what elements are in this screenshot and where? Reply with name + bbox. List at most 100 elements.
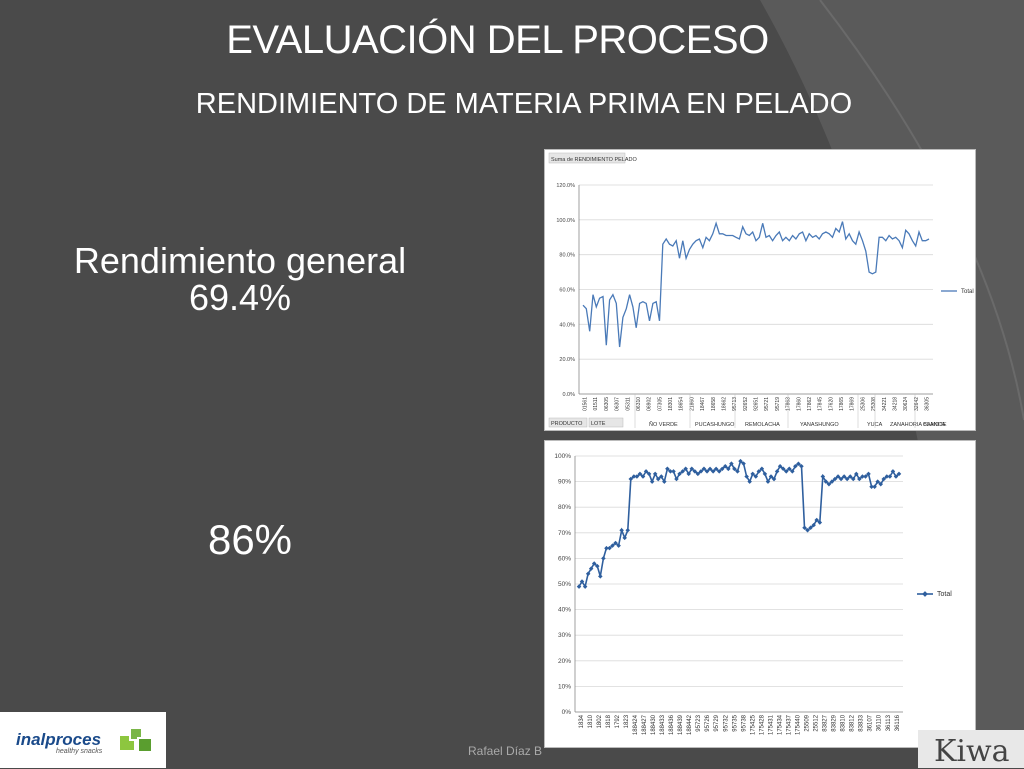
y-tick-label: 0.0%: [562, 392, 575, 398]
x-tick-label: 17865: [839, 397, 845, 411]
data-point: [582, 584, 588, 589]
logo-tagline: healthy snacks: [56, 748, 103, 755]
series-line-total: [578, 459, 900, 589]
data-point: [732, 466, 737, 472]
x-tick-label: 83833: [859, 714, 865, 731]
x-tick-label: 01561: [583, 397, 589, 411]
data-point: [832, 476, 838, 482]
y-tick-label: 20%: [558, 658, 571, 665]
data-point: [817, 520, 823, 525]
kiwa-logo-text: Kiwa: [934, 734, 1010, 769]
x-tick-label: 175425: [750, 714, 756, 735]
data-point: [649, 479, 655, 484]
x-tick-label: 30624: [903, 397, 909, 411]
x-tick-label: 83810: [841, 714, 847, 731]
data-point: [643, 469, 649, 474]
data-point: [604, 545, 609, 551]
field-button-label: LOTE: [591, 421, 606, 427]
x-tick-label: 21860: [689, 397, 695, 411]
x-tick-label: 188436: [669, 714, 675, 735]
data-point: [668, 469, 673, 474]
x-tick-label: 01511: [593, 397, 599, 411]
data-point: [838, 476, 844, 482]
chart-2-svg: 0%10%20%30%40%50%60%70%80%90%100%1834 181…: [554, 453, 952, 735]
data-point: [598, 574, 603, 579]
data-point: [826, 481, 832, 487]
x-tick-label: 175437: [787, 714, 793, 735]
x-tick-label: 17845: [818, 397, 824, 411]
x-tick-label: 92651: [754, 397, 760, 411]
x-tick-label: 06310: [636, 397, 642, 411]
x-tick-label: 32642: [914, 397, 920, 411]
y-tick-label: 30%: [558, 632, 571, 639]
data-point: [850, 476, 856, 482]
x-tick-label: 17862: [807, 397, 813, 411]
slide-subtitle: RENDIMIENTO DE MATERIA PRIMA EN PELADO: [195, 88, 853, 120]
data-point: [692, 469, 698, 474]
x-tick-label: 25308: [871, 397, 877, 411]
x-tick-label: 95729: [714, 714, 720, 731]
x-tick-label: 36116: [895, 714, 901, 731]
x-tick-label: 95735: [732, 714, 738, 731]
x-tick-label: 95726: [705, 714, 711, 731]
x-tick-label: 06307: [615, 397, 621, 411]
data-point: [719, 466, 725, 472]
x-tick-label: 18467: [700, 397, 706, 411]
data-point: [674, 476, 679, 482]
x-tick-label: 07305: [657, 397, 663, 411]
legend-label: Total: [937, 591, 952, 598]
x-tick-label: 17860: [796, 397, 802, 411]
x-tick-label: 188427: [642, 714, 648, 735]
chart-1-svg: 0.0% 20.0% 40.0% 60.0% 80.0% 100.0% 120.0% 0156…: [548, 152, 974, 428]
footer-author: Rafael Díaz B: [468, 744, 543, 758]
data-point: [890, 469, 896, 474]
y-tick-label: 100%: [554, 453, 571, 460]
data-point: [588, 566, 594, 571]
data-point: [811, 522, 816, 528]
field-button-lote: [588, 417, 624, 428]
x-tick-label: 188433: [660, 714, 666, 735]
chart-rendimiento-pelado: 0.0% 20.0% 40.0% 60.0% 80.0% 100.0% 120.0% 0156…: [544, 149, 976, 431]
x-tick-label: 83829: [832, 714, 838, 731]
x-tick-label: 36110: [877, 714, 883, 731]
group-label: ÑO VERDE: [649, 421, 678, 428]
data-point: [866, 471, 871, 477]
y-tick-label: 90%: [558, 479, 571, 486]
x-tick-label: 34218: [892, 397, 898, 411]
x-tick-label: 188424: [633, 714, 639, 735]
y-tick-label: 80.0%: [559, 253, 575, 259]
data-point: [756, 469, 762, 474]
x-tick-label: 1818: [606, 714, 612, 728]
y-tick-label: 100.0%: [556, 218, 575, 224]
chart-title: Suma de RENDIMIENTO PELADO: [551, 157, 638, 163]
inalproces-logo: inalproces healthy snacks: [0, 712, 166, 768]
x-tick-label: 175431: [768, 714, 774, 735]
x-tick-label: 36113: [886, 714, 892, 731]
x-tick-label: 188439: [678, 714, 684, 735]
y-tick-label: 10%: [558, 683, 571, 690]
data-point: [622, 535, 627, 541]
x-tick-label: 95719: [775, 397, 781, 411]
y-tick-label: 60%: [558, 555, 571, 562]
x-tick-label: 1834: [579, 714, 585, 728]
y-tick-label: 40%: [558, 607, 571, 614]
x-tick-label: 05311: [625, 397, 631, 411]
x-tick-label: 25512: [814, 714, 820, 731]
kiwa-logo: Kiwa: [918, 730, 1024, 769]
x-tick-label: 25509: [805, 714, 811, 731]
data-point: [857, 476, 862, 482]
x-tick-label: 34221: [882, 397, 888, 411]
logo-name: inalproces: [16, 730, 102, 749]
x-tick-label: 1823: [624, 714, 630, 728]
chart-title-button: [548, 152, 626, 164]
x-tick-label: 18662: [721, 397, 727, 411]
logo-squares-icon: [120, 727, 153, 753]
x-tick-label: 18654: [679, 397, 685, 411]
data-point: [893, 474, 899, 479]
y-tick-label: 0%: [562, 709, 572, 716]
chart-rendimiento-lotes: 0% 10% 20% 30% 40% 50% 60% 70% 80% 90% 100% 1834 181…: [544, 440, 976, 748]
x-tick-label: 17863: [786, 397, 792, 411]
field-button-label: PRODUCTO: [551, 421, 583, 427]
x-tick-label: 18301: [668, 397, 674, 411]
data-point: [625, 527, 631, 533]
